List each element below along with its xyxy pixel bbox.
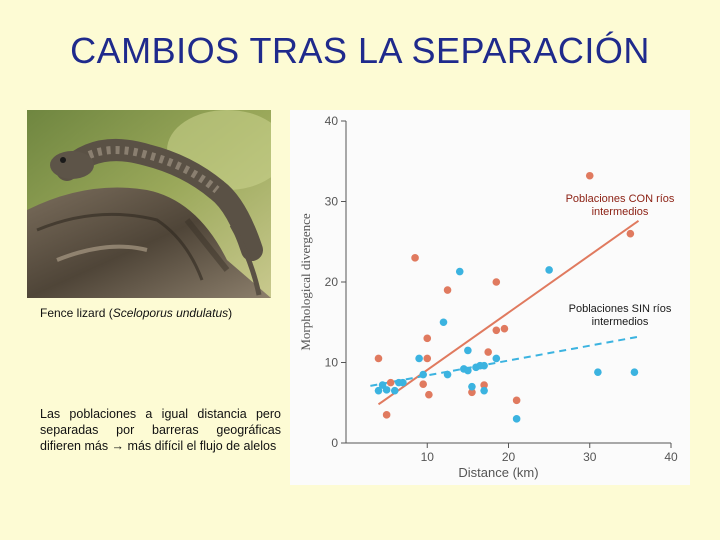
point-con (423, 334, 432, 343)
point-sin (455, 267, 464, 276)
scatter-chart-panel: 0 10 20 30 40 10 20 30 40 Distance (km) Morphologi… (290, 110, 690, 485)
y-tick-label: 0 (331, 436, 338, 450)
label-con-rios: Poblaciones CON ríos intermedios (565, 193, 675, 218)
point-sin (630, 368, 639, 376)
point-con (512, 396, 521, 405)
label-sin-rios: Poblaciones SIN ríos intermedios (568, 303, 672, 328)
point-sin (512, 415, 521, 423)
point-con (443, 286, 452, 294)
caption-prefix: Fence lizard ( (40, 306, 113, 320)
explanation-text: Las poblaciones a igual distancia pero s… (40, 407, 281, 453)
point-sin (468, 382, 476, 391)
point-sin (374, 386, 383, 395)
y-tick-label: 30 (325, 195, 339, 209)
point-con (411, 254, 419, 262)
point-con (468, 388, 476, 397)
trend-line-sin (370, 335, 639, 387)
point-sin (415, 354, 423, 363)
y-tick-label: 40 (325, 114, 339, 128)
slide-title: CAMBIOS TRAS LA SEPARACIÓN (70, 30, 650, 71)
point-sin (439, 318, 448, 327)
point-con (492, 278, 501, 286)
point-sin (545, 266, 553, 274)
photo-caption: Fence lizard (Sceloporus undulatus) (40, 306, 232, 320)
x-tick-label: 20 (502, 450, 516, 464)
point-con (480, 381, 488, 389)
point-sin (480, 361, 488, 370)
y-tick-label: 20 (325, 275, 339, 289)
x-tick-label: 30 (583, 450, 597, 464)
point-con (500, 324, 509, 333)
point-con (386, 378, 395, 387)
point-sin (419, 370, 427, 379)
point-sin (390, 386, 399, 395)
point-con (484, 348, 492, 356)
lizard-image (27, 110, 271, 298)
point-sin (382, 386, 391, 394)
point-sin (443, 370, 452, 379)
point-sin (464, 366, 472, 375)
point-con (382, 411, 391, 419)
point-sin (480, 386, 488, 395)
point-con (492, 326, 501, 335)
point-con (374, 354, 383, 363)
point-con (425, 390, 433, 399)
point-con (423, 354, 432, 363)
x-tick-label: 10 (421, 450, 435, 464)
point-con (626, 229, 635, 238)
point-sin (399, 378, 407, 387)
y-axis-label: Morphological divergence (298, 213, 313, 351)
y-tick-label: 10 (325, 356, 339, 370)
point-sin (492, 354, 501, 363)
point-sin (464, 346, 472, 355)
point-sin (594, 368, 602, 376)
caption-species: Sceloporus undulatus (112, 306, 229, 320)
point-con (585, 171, 594, 180)
x-axis-label: Distance (km) (458, 465, 538, 480)
lizard-photo (27, 110, 271, 298)
x-tick-label: 40 (664, 450, 678, 464)
scatter-chart: 0 10 20 30 40 10 20 30 40 Distance (km) Morphologi… (298, 114, 678, 480)
caption-suffix: ) (228, 306, 233, 320)
point-con (419, 380, 427, 389)
